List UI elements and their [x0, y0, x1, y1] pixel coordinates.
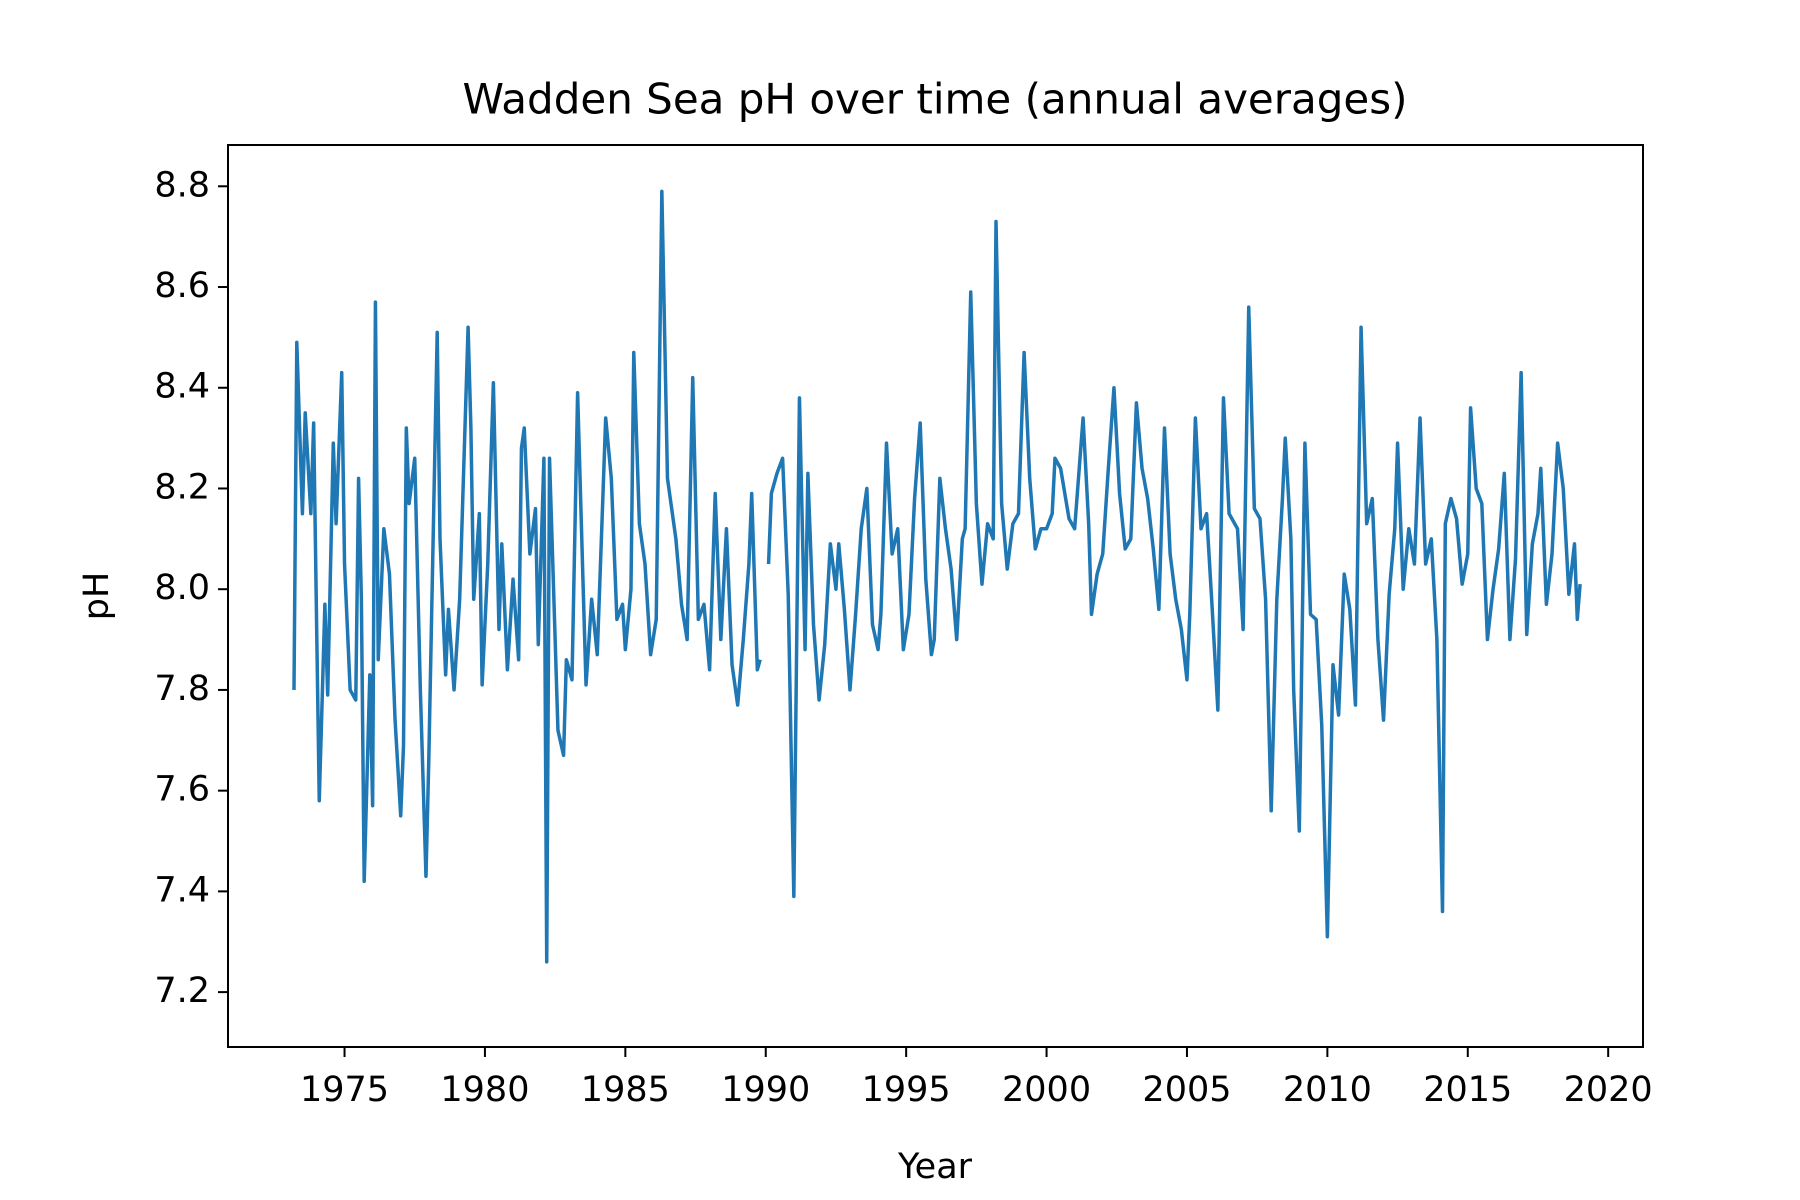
y-tick-label: 7.6: [154, 770, 210, 810]
x-axis-label: Year: [897, 1147, 973, 1187]
x-tick-label: 1990: [721, 1070, 810, 1110]
y-tick-label: 8.6: [154, 266, 210, 306]
y-tick-label: 8.8: [154, 165, 210, 205]
x-tick-label: 1975: [300, 1070, 389, 1110]
plot-frame: [227, 144, 1644, 1048]
x-tick-label: 2010: [1283, 1070, 1372, 1110]
x-tick-label: 1980: [440, 1070, 529, 1110]
y-tick-label: 8.4: [154, 367, 210, 407]
data-line: [292, 189, 1582, 964]
x-tick-label: 2020: [1564, 1070, 1653, 1110]
y-tick-label: 7.4: [154, 870, 210, 910]
y-tick-label: 8.0: [154, 568, 210, 608]
y-axis-label: pH: [77, 572, 117, 621]
x-tick-label: 2005: [1142, 1070, 1231, 1110]
chart-title: Wadden Sea pH over time (annual averages…: [462, 75, 1407, 124]
x-tick-label: 2000: [1002, 1070, 1091, 1110]
y-tick-label: 7.8: [154, 669, 210, 709]
y-tick-label: 7.2: [154, 971, 210, 1011]
x-tick-label: 2015: [1423, 1070, 1512, 1110]
x-tick-label: 1995: [862, 1070, 951, 1110]
y-tick-label: 8.2: [154, 467, 210, 507]
x-tick-label: 1985: [581, 1070, 670, 1110]
